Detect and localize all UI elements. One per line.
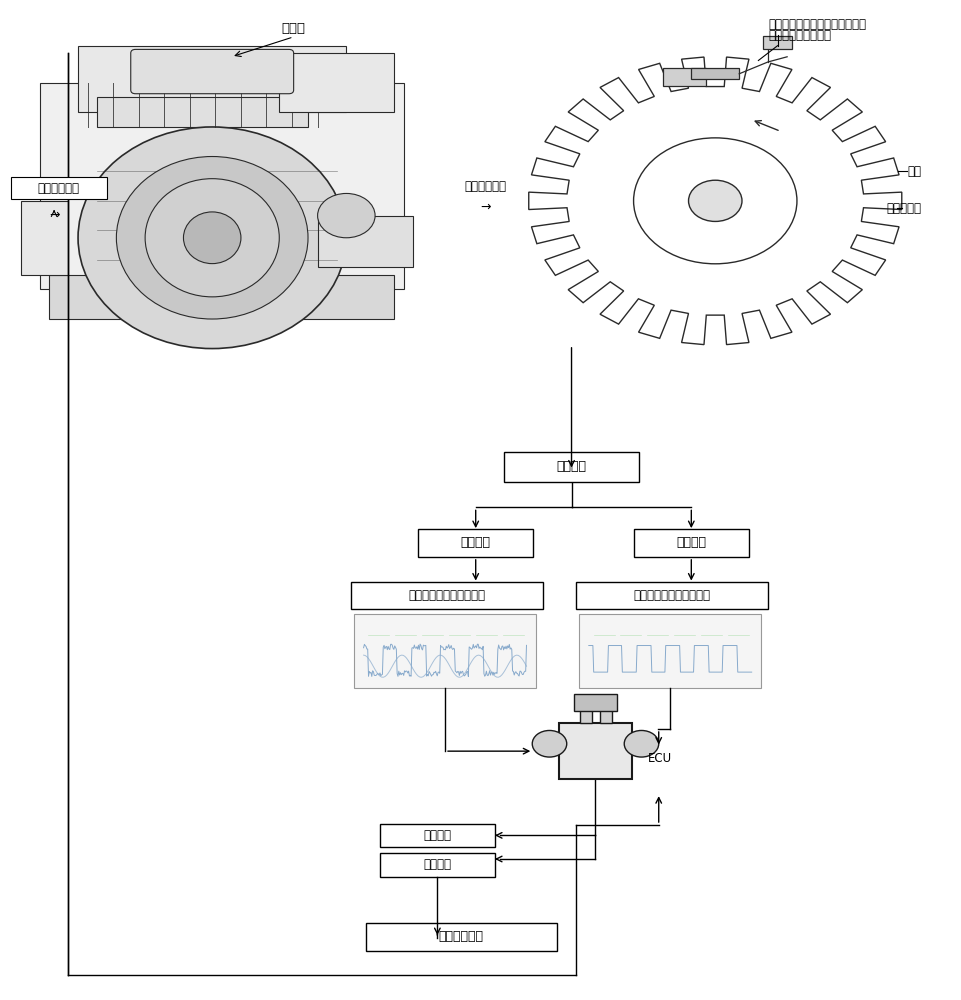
Text: 发出信号: 发出信号 [556, 460, 586, 473]
Text: 简称为一体式高压包: 简称为一体式高压包 [768, 29, 831, 42]
Ellipse shape [116, 157, 308, 319]
Bar [763, 36, 792, 49]
Text: 软件处理: 软件处理 [424, 858, 452, 871]
Bar [354, 614, 536, 688]
Polygon shape [529, 57, 901, 345]
Bar [691, 68, 739, 79]
Ellipse shape [184, 212, 241, 264]
Bar [505, 452, 639, 482]
Bar [351, 582, 543, 609]
Circle shape [688, 180, 742, 221]
Circle shape [625, 730, 658, 757]
Text: →: → [480, 200, 490, 213]
Bar [380, 853, 495, 877]
Bar [662, 68, 705, 86]
FancyBboxPatch shape [131, 49, 294, 94]
Bar [580, 708, 592, 723]
Circle shape [317, 193, 375, 238]
Bar [575, 694, 617, 711]
Bar [418, 529, 533, 557]
Text: ECU: ECU [648, 752, 673, 765]
Bar [97, 97, 308, 127]
Bar [577, 582, 768, 609]
Bar [78, 46, 346, 112]
Bar [601, 708, 612, 723]
Text: 物理处理: 物理处理 [424, 829, 452, 842]
Text: 发出工作指令: 发出工作指令 [439, 930, 483, 943]
Bar [317, 216, 413, 267]
Ellipse shape [145, 179, 280, 297]
Circle shape [532, 730, 567, 757]
Bar [49, 275, 394, 319]
Bar [365, 923, 557, 951]
Bar [39, 83, 404, 289]
Text: 发动机磁缸: 发动机磁缸 [886, 202, 922, 215]
Text: 高压包和磁电转速传感器组合件: 高压包和磁电转速传感器组合件 [768, 18, 866, 31]
Bar [380, 824, 495, 847]
Bar [634, 529, 749, 557]
Bar [280, 53, 394, 112]
Bar [11, 177, 107, 199]
Text: 示波器观察到的干扰信号: 示波器观察到的干扰信号 [408, 589, 485, 602]
Bar [559, 723, 632, 779]
Text: 启动马达上电: 启动马达上电 [37, 182, 80, 195]
Text: 示波器观察到的正常信号: 示波器观察到的正常信号 [633, 589, 710, 602]
Text: →: → [49, 209, 60, 222]
Bar [579, 614, 761, 688]
Text: 带动磁缸旋转: 带动磁缸旋转 [464, 180, 506, 193]
Text: 发动机: 发动机 [282, 22, 306, 35]
Circle shape [633, 138, 797, 264]
Text: 宽齿: 宽齿 [907, 165, 922, 178]
Bar [20, 201, 68, 275]
Ellipse shape [78, 127, 346, 349]
Text: 错误信号: 错误信号 [460, 536, 491, 549]
Text: 正确信号: 正确信号 [677, 536, 706, 549]
